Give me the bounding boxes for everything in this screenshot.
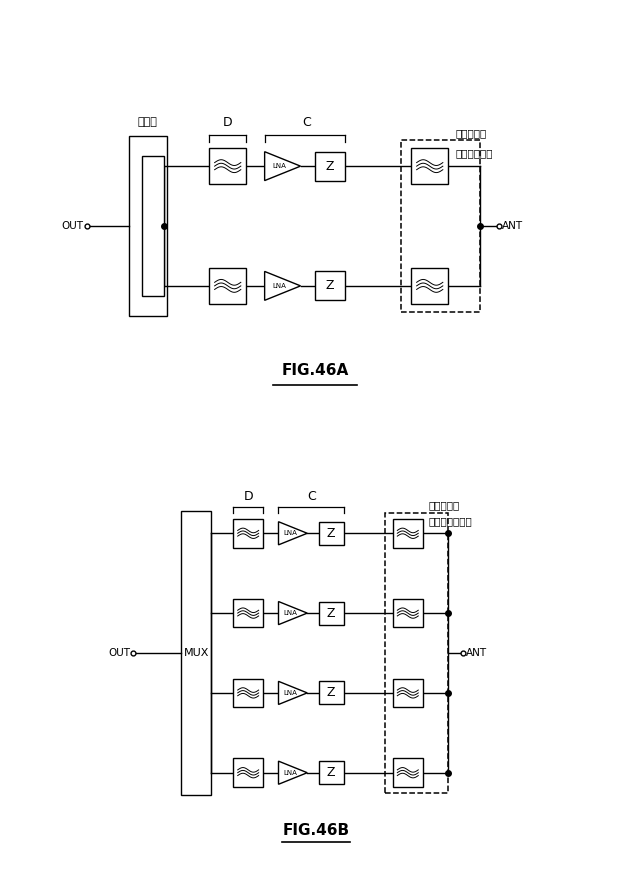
Text: LNA: LNA	[284, 690, 298, 696]
Bar	[233, 758, 263, 787]
Polygon shape	[278, 601, 307, 624]
Text: 結合器: 結合器	[138, 117, 158, 127]
Polygon shape	[264, 271, 301, 300]
Text: D: D	[243, 489, 253, 502]
Text: MUX: MUX	[184, 648, 209, 658]
Text: マルチプレクサ: マルチプレクサ	[428, 517, 472, 526]
Text: FIG.46A: FIG.46A	[282, 363, 349, 378]
Bar	[209, 148, 246, 185]
Bar	[233, 678, 263, 707]
Text: ANT: ANT	[502, 221, 523, 231]
Polygon shape	[278, 522, 307, 545]
Bar	[319, 601, 344, 624]
Bar	[401, 140, 479, 312]
Text: LNA: LNA	[284, 770, 298, 775]
Text: Z: Z	[327, 527, 335, 540]
Polygon shape	[278, 761, 307, 784]
Text: Z: Z	[327, 686, 335, 699]
Bar	[393, 519, 423, 547]
Text: ANT: ANT	[466, 648, 487, 658]
Bar	[314, 152, 346, 181]
Bar	[209, 268, 246, 304]
Text: Z: Z	[326, 160, 334, 173]
Bar	[141, 156, 164, 296]
Bar	[393, 599, 423, 628]
Bar	[319, 522, 344, 545]
Text: D: D	[223, 117, 232, 129]
Text: フィルタ／: フィルタ／	[428, 501, 460, 510]
Text: Z: Z	[327, 766, 335, 779]
Text: LNA: LNA	[273, 163, 287, 170]
Bar	[181, 511, 211, 795]
Text: ダイプレクサ: ダイプレクサ	[455, 147, 493, 158]
Bar	[129, 136, 166, 316]
Bar	[314, 271, 346, 300]
Polygon shape	[264, 152, 301, 181]
Text: C: C	[302, 117, 310, 129]
Bar	[393, 678, 423, 707]
Text: フィルタ／: フィルタ／	[455, 128, 486, 138]
Text: C: C	[308, 489, 316, 502]
Bar	[411, 148, 449, 185]
Bar	[233, 519, 263, 547]
Text: FIG.46B: FIG.46B	[282, 823, 349, 838]
Text: Z: Z	[326, 279, 334, 292]
Text: OUT: OUT	[61, 221, 83, 231]
Bar	[233, 599, 263, 628]
Text: LNA: LNA	[273, 283, 287, 289]
Bar	[385, 512, 448, 794]
Text: LNA: LNA	[284, 610, 298, 616]
Bar	[319, 682, 344, 705]
Bar	[319, 761, 344, 784]
Polygon shape	[278, 682, 307, 705]
Text: LNA: LNA	[284, 531, 298, 536]
Text: OUT: OUT	[108, 648, 131, 658]
Bar	[411, 268, 449, 304]
Text: Z: Z	[327, 607, 335, 620]
Bar	[393, 758, 423, 787]
